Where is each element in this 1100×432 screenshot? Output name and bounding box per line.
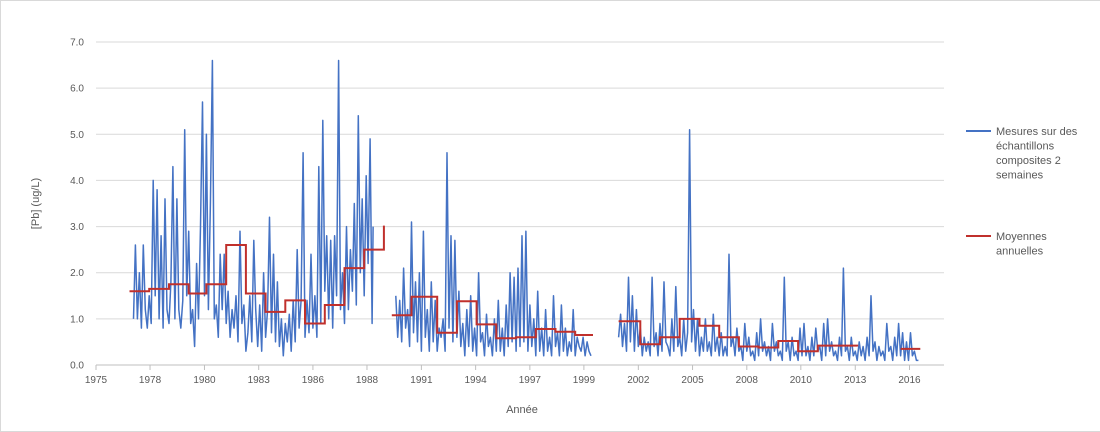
gridlines	[96, 41, 944, 320]
legend-label-line: Mesures sur des	[996, 126, 1078, 138]
series-line-mesures	[132, 59, 374, 357]
series-line-moyennes	[391, 295, 593, 340]
x-tick-label: 1997	[519, 375, 542, 386]
y-tick-label: 2.0	[70, 268, 84, 279]
y-tick-label: 4.0	[70, 176, 84, 187]
series-line-mesures	[395, 151, 592, 357]
legend: Mesures sur des échantillons composites 2 s…	[966, 126, 1078, 258]
legend-label-line: semaines	[996, 170, 1044, 182]
x-tick-label: 2010	[790, 375, 813, 386]
series-line-moyennes	[618, 317, 859, 353]
x-tick-label: 2005	[681, 375, 704, 386]
x-tick-label: 2008	[736, 375, 759, 386]
series-line-mesures	[617, 128, 919, 362]
x-tick-label: 2013	[844, 375, 867, 386]
series-line-moyennes	[129, 225, 385, 325]
x-tick-label: 2002	[627, 375, 650, 386]
series-lines	[129, 59, 921, 362]
x-tick-label: 1994	[465, 375, 488, 386]
legend-label-line: échantillons	[996, 141, 1055, 153]
x-tick-label: 1986	[302, 375, 325, 386]
x-tick-label: 1980	[193, 375, 216, 386]
y-axis-title: [Pb] (ug/L)	[30, 178, 42, 229]
x-tick-label: 2016	[898, 375, 921, 386]
y-tick-label: 3.0	[70, 222, 84, 233]
legend-label-line: annuelles	[996, 246, 1044, 258]
y-tick-label: 5.0	[70, 130, 84, 141]
x-tick-label: 1983	[248, 375, 271, 386]
legend-label-line: Moyennes	[996, 231, 1047, 243]
x-tick-label: 1975	[85, 375, 108, 386]
axes: 0.0 1.0 2.0 3.0 4.0 5.0 6.0 7.0 1975 1978 1980 1983…	[70, 38, 944, 386]
y-tick-label: 1.0	[70, 314, 84, 325]
x-axis-title: Année	[506, 404, 538, 416]
x-tick-label: 1988	[356, 375, 379, 386]
legend-label-line: composites 2	[996, 155, 1061, 167]
y-tick-label: 6.0	[70, 84, 84, 95]
y-tick-label: 7.0	[70, 38, 84, 49]
y-tick-label: 0.0	[70, 361, 84, 372]
legend-item-moyennes-label: Moyennes annuelles	[996, 231, 1047, 258]
x-tick-label: 1978	[139, 375, 162, 386]
x-tick-label: 1991	[410, 375, 433, 386]
legend-item-mesures-label: Mesures sur des échantillons composites 2 s…	[996, 126, 1078, 182]
x-tick-label: 1999	[573, 375, 596, 386]
